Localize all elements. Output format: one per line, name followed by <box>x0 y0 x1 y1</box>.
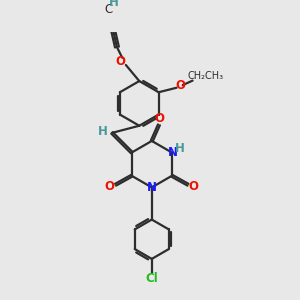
Text: N: N <box>147 181 157 194</box>
Text: N: N <box>168 146 178 159</box>
Text: Cl: Cl <box>146 272 158 285</box>
Text: CH₂CH₃: CH₂CH₃ <box>187 71 223 81</box>
Text: O: O <box>175 79 185 92</box>
Text: H: H <box>175 142 185 155</box>
Text: H: H <box>108 0 118 9</box>
Text: O: O <box>188 180 198 193</box>
Text: O: O <box>104 180 114 193</box>
Text: C: C <box>105 3 113 16</box>
Text: O: O <box>155 112 165 125</box>
Text: O: O <box>116 55 125 68</box>
Text: H: H <box>98 124 108 138</box>
